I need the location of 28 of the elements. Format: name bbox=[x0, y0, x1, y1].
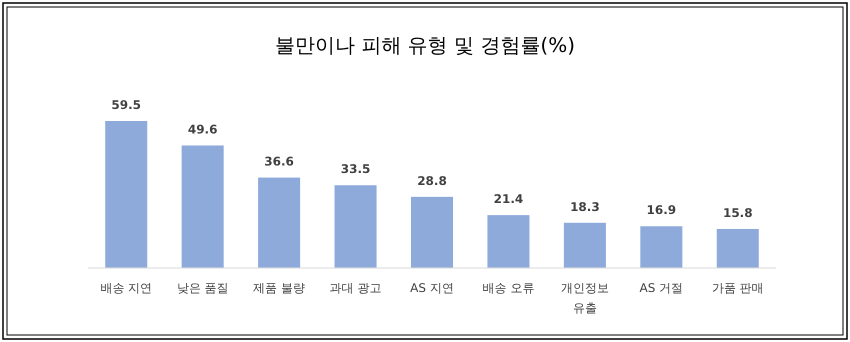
data-label: 18.3 bbox=[570, 200, 600, 214]
bar bbox=[258, 178, 300, 268]
chart-title: 불만이나 피해 유형 및 경험률(%) bbox=[274, 33, 576, 57]
data-label: 59.5 bbox=[111, 98, 142, 112]
bar bbox=[410, 196, 454, 268]
x-tick-label: 낮은 품질 bbox=[176, 281, 229, 295]
bar bbox=[182, 145, 224, 268]
x-tick-label: 제품 불량 bbox=[253, 281, 306, 295]
data-label: 28.8 bbox=[417, 174, 447, 188]
x-tick-label: AS 지연 bbox=[410, 281, 454, 295]
bar bbox=[640, 226, 682, 268]
bar bbox=[105, 121, 148, 268]
x-tick-label: AS 거절 bbox=[640, 281, 684, 295]
bar bbox=[564, 222, 606, 268]
x-tick-label: 개인정보 유출 bbox=[560, 281, 609, 315]
data-label: 15.8 bbox=[722, 206, 753, 220]
data-label: 36.6 bbox=[264, 154, 294, 169]
x-tick-label: 가품 판매 bbox=[712, 281, 764, 295]
data-label: 21.4 bbox=[494, 192, 524, 206]
data-label: 16.9 bbox=[646, 203, 676, 218]
bar bbox=[716, 228, 759, 268]
x-tick-label: 배송 지연 bbox=[100, 281, 152, 295]
data-label: 33.5 bbox=[340, 162, 370, 176]
bar bbox=[334, 185, 377, 268]
bar bbox=[487, 215, 530, 268]
data-label: 49.6 bbox=[188, 122, 218, 136]
x-tick-label: 과대 광고 bbox=[330, 281, 382, 295]
x-tick-label: 배송 오류 bbox=[482, 281, 534, 295]
